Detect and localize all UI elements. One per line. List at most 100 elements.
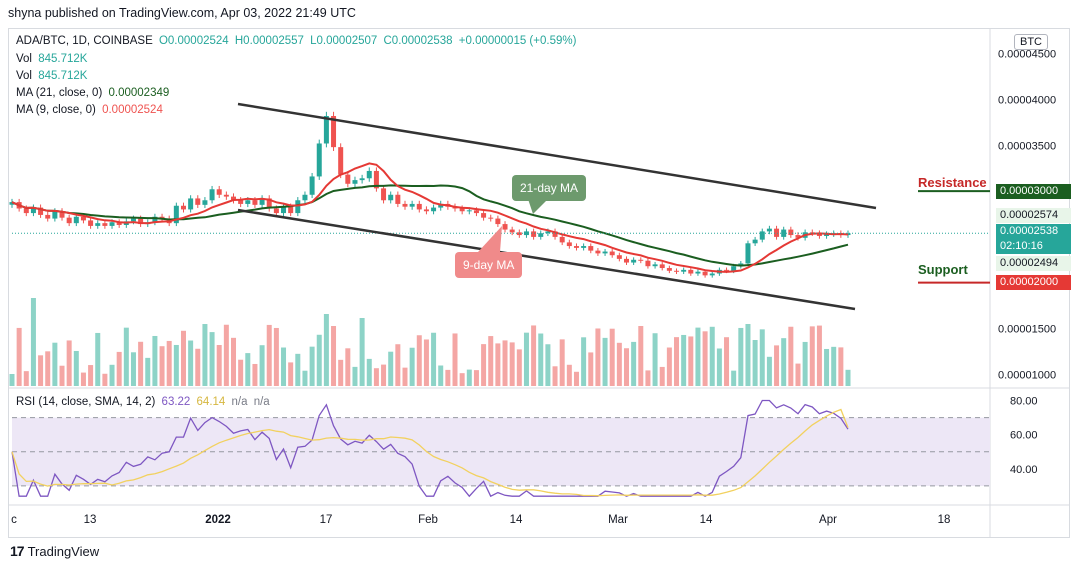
volume-bar	[438, 365, 444, 386]
volume-bar	[588, 352, 594, 386]
volume-bar	[123, 327, 129, 386]
time-tick-label: Apr	[819, 514, 837, 526]
candle-body	[252, 200, 258, 205]
candle-body	[216, 189, 222, 195]
volume-bar	[523, 332, 529, 386]
currency-button[interactable]: BTC	[1014, 34, 1048, 50]
candle-body	[788, 229, 794, 236]
volume-bar	[80, 372, 86, 386]
candle-body	[245, 200, 251, 204]
candle-body	[323, 116, 329, 144]
volume-bar	[252, 363, 258, 386]
candle-body	[295, 200, 301, 214]
volume-bar	[788, 326, 794, 386]
ma9-label: MA (9, close, 0)	[16, 104, 96, 116]
low-value: L0.00002507	[310, 35, 378, 47]
vol-value: 845.712K	[38, 70, 88, 82]
volume-legend-1: Vol 845.712K	[16, 53, 90, 65]
candle-body	[88, 220, 94, 226]
volume-bar	[309, 346, 315, 386]
volume-bar	[702, 331, 708, 386]
symbol-label[interactable]: ADA/BTC, 1D, COINBASE	[16, 35, 153, 47]
ma21-value: 0.00002349	[108, 87, 170, 99]
time-tick-label: 14	[700, 514, 713, 526]
volume-bar	[566, 364, 572, 386]
price-tick-label: 0.00004000	[998, 95, 1056, 107]
candle-body	[552, 231, 558, 237]
candle-body	[402, 203, 408, 207]
volume-bar	[331, 326, 337, 386]
volume-bar	[831, 346, 837, 386]
volume-bar	[766, 356, 772, 386]
candle-body	[652, 264, 658, 267]
volume-bar	[774, 345, 780, 386]
volume-bar	[631, 341, 637, 386]
candle-body	[688, 269, 694, 274]
volume-bar	[481, 344, 487, 386]
axes: 0.00004500 0.00004000 0.00003500 0.00001500…	[11, 49, 1056, 526]
volume-bar	[666, 347, 672, 386]
volume-bar	[152, 335, 158, 386]
ohlc-legend: ADA/BTC, 1D, COINBASE O0.00002524 H0.000…	[16, 35, 579, 47]
candle-body	[588, 246, 594, 251]
candle-body	[645, 260, 651, 267]
tradingview-logo[interactable]: 17 TradingView	[10, 543, 99, 559]
high-price-tag: 0.00002574	[996, 208, 1071, 223]
candle-body	[388, 194, 394, 201]
tradingview-logo-icon: 17	[10, 543, 25, 559]
volume-bar	[445, 369, 451, 386]
volume-bar	[245, 353, 251, 386]
volume-bar	[223, 324, 229, 386]
support-resistance-lines	[918, 190, 990, 284]
time-tick-label: 13	[84, 514, 97, 526]
candle-body	[631, 259, 637, 263]
candle-body	[409, 203, 415, 207]
channel-lower-line	[237, 208, 856, 311]
volume-bar	[381, 364, 387, 386]
price-tick-label: 0.00003500	[998, 140, 1056, 152]
candle-body	[459, 208, 465, 212]
candle-body	[223, 194, 229, 197]
volume-bar	[266, 324, 272, 386]
volume-bar	[402, 367, 408, 386]
candle-body	[159, 216, 165, 219]
candle-body	[674, 270, 680, 272]
candle-body	[202, 200, 208, 205]
rsi-sma-line	[11, 408, 849, 497]
candle-body	[431, 207, 437, 212]
candle-body	[595, 250, 601, 254]
candle-body	[495, 218, 501, 225]
candle-body	[316, 143, 322, 177]
volume-bar	[273, 327, 279, 386]
support-price-tag: 0.00002000	[996, 275, 1071, 290]
volume-bar	[602, 337, 608, 386]
candle-body	[381, 188, 387, 201]
candle-body	[180, 205, 186, 210]
ma9-line	[11, 162, 849, 273]
low-price-tag: 0.00002494	[996, 256, 1071, 271]
volume-bar	[824, 348, 830, 386]
volume-bar	[416, 335, 422, 386]
volume-bar	[59, 365, 65, 386]
rsi-value: 63.22	[161, 396, 191, 408]
candle-body	[9, 202, 15, 205]
volume-bar	[166, 340, 172, 386]
volume-bar	[816, 325, 822, 386]
candle-body	[209, 189, 215, 201]
candle-body	[338, 147, 344, 175]
price-tick-label: 0.00001000	[998, 369, 1056, 381]
volume-bar	[802, 341, 808, 386]
support-label: Support	[918, 262, 968, 277]
volume-bar	[738, 327, 744, 386]
candle-body	[816, 233, 822, 236]
candle-body	[766, 228, 772, 232]
candle-body	[80, 216, 86, 221]
volume-bar	[695, 327, 701, 386]
volume-bar	[288, 362, 294, 386]
candle-body	[566, 242, 572, 247]
volume-bar	[423, 339, 429, 386]
ma21-callout-pointer	[528, 199, 548, 214]
candle-body	[488, 217, 494, 219]
vol-label: Vol	[16, 53, 32, 65]
